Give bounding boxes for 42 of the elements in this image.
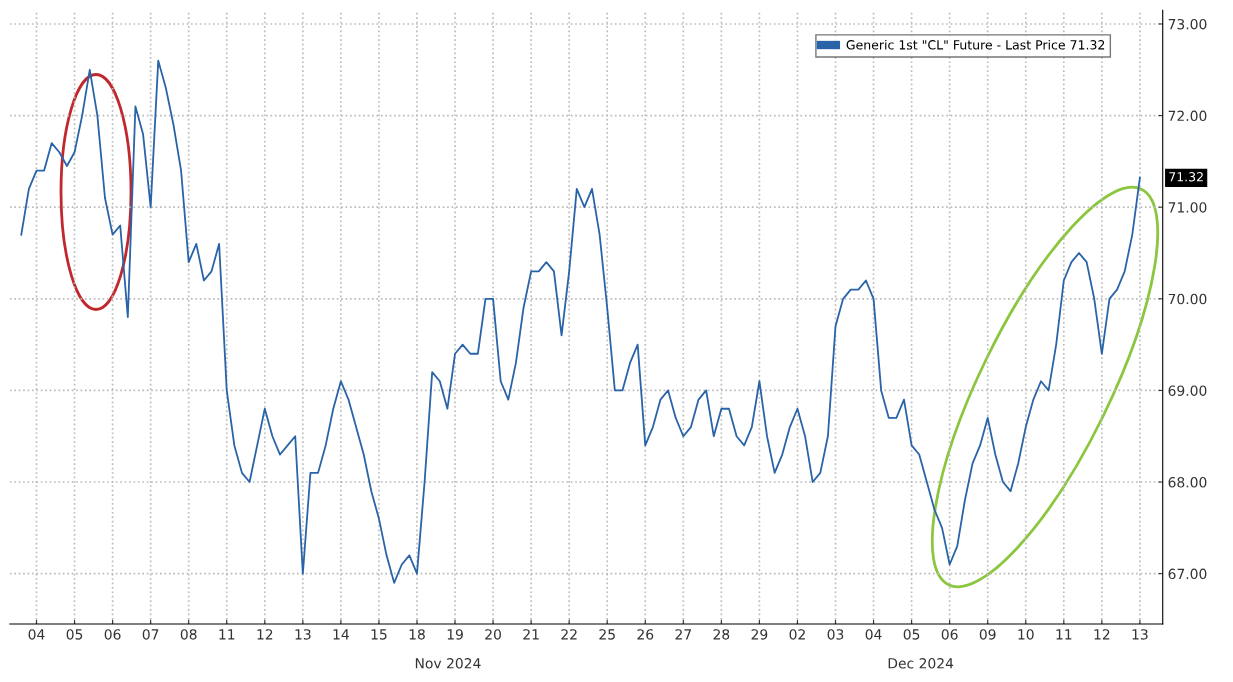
x-tick-label: 05 (903, 629, 920, 640)
x-tick-label: 05 (66, 629, 83, 640)
text: Dec 2024 (888, 658, 954, 669)
x-tick-label: 06 (941, 629, 958, 640)
x-tick-label: 11 (219, 629, 235, 640)
x-tick-label: 14 (333, 629, 349, 640)
x-tick-label: 27 (675, 629, 691, 640)
y-tick-label: 72.00 (1168, 110, 1207, 122)
y-tick-label: 73.00 (1168, 18, 1207, 30)
x-tick-label: 02 (789, 629, 805, 640)
x-tick-label: 18 (409, 629, 425, 640)
x-tick-label: 12 (257, 629, 273, 640)
line-series (20, 59, 1141, 584)
x-tick-label: 13 (1132, 629, 1148, 640)
text: Nov 2024 (415, 658, 481, 669)
x-tick-label: 09 (979, 629, 996, 640)
x-tick-label: 11 (1056, 629, 1072, 640)
x-tick-label: 10 (1018, 629, 1034, 640)
y-tick-label: 69.00 (1168, 385, 1207, 396)
x-tick-label: 03 (827, 629, 844, 640)
text: 71.32 (1169, 172, 1203, 182)
x-tick-label: 19 (447, 629, 463, 640)
x-tick-label: 13 (295, 629, 311, 640)
x-tick-label: 04 (28, 629, 45, 640)
x-tick-label: 26 (637, 629, 654, 640)
x-tick-label: 25 (599, 629, 615, 640)
x-tick-label: 21 (523, 629, 539, 640)
x-tick-label: 04 (865, 629, 882, 640)
y-tick-label: 71.00 (1168, 202, 1207, 213)
x-tick-label: 28 (713, 629, 730, 640)
x-tick-label: 12 (1094, 629, 1110, 640)
x-tick-label: 08 (180, 629, 197, 640)
y-tick-label: 67.00 (1168, 568, 1207, 580)
x-tick-label: 06 (104, 629, 121, 640)
y-tick-label: 70.00 (1168, 293, 1207, 305)
x-tick-label: 07 (142, 629, 159, 640)
x-tick-label: 29 (751, 629, 768, 640)
x-tick-label: 20 (485, 629, 501, 640)
x-tick-label: 22 (561, 629, 577, 640)
x-tick-label: 15 (371, 629, 387, 640)
legend-label: Generic 1st "CL" Future - Last Price 71.32 (846, 39, 1105, 50)
y-tick-label: 68.00 (1168, 477, 1207, 488)
